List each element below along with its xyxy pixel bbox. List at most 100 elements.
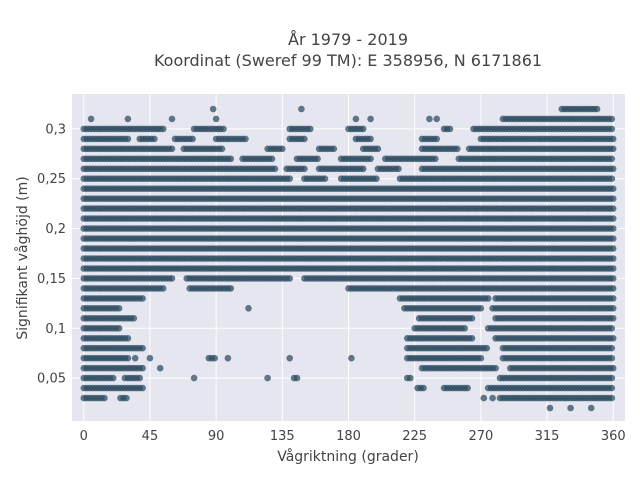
data-point: [242, 135, 249, 143]
data-point: [608, 115, 616, 123]
data-point: [407, 374, 414, 382]
data-point: [609, 245, 617, 252]
data-point: [608, 325, 616, 332]
data-point: [609, 165, 617, 173]
y-tick-label: 0,2: [45, 222, 66, 237]
data-point: [220, 125, 227, 133]
data-point: [168, 145, 176, 153]
x-tick-label: 360: [601, 429, 626, 444]
data-point: [224, 354, 232, 362]
data-point: [264, 374, 271, 382]
data-point: [367, 155, 374, 163]
data-point: [609, 285, 617, 292]
data-point: [477, 305, 485, 312]
data-point: [359, 125, 367, 133]
data-point: [609, 265, 617, 272]
data-point: [367, 135, 374, 143]
data-point: [268, 155, 276, 163]
data-point: [151, 135, 158, 143]
data-point: [136, 374, 143, 382]
data-point: [609, 135, 617, 143]
data-point: [484, 295, 492, 302]
data-point: [433, 135, 441, 143]
data-point: [608, 384, 616, 392]
data-point: [131, 354, 139, 362]
data-point: [279, 145, 286, 153]
data-point: [609, 364, 617, 372]
data-point: [146, 354, 154, 362]
data-point: [608, 394, 616, 402]
data-point: [468, 335, 476, 342]
data-point: [159, 125, 167, 133]
data-point: [464, 384, 471, 392]
data-point: [483, 344, 491, 352]
data-point: [420, 384, 427, 392]
y-tick-label: 0,1: [45, 322, 66, 337]
data-point: [101, 394, 108, 402]
data-point: [286, 354, 294, 362]
data-point: [212, 115, 220, 123]
data-point: [609, 275, 617, 282]
data-point: [314, 155, 321, 163]
data-point: [426, 115, 433, 123]
x-tick-label: 45: [142, 429, 159, 444]
data-point: [286, 175, 294, 182]
data-point: [124, 115, 132, 123]
data-point: [609, 185, 617, 192]
y-tick-label: 0,3: [45, 122, 66, 137]
data-point: [609, 205, 617, 212]
data-point: [609, 235, 617, 242]
data-point: [124, 354, 132, 362]
data-point: [130, 315, 138, 322]
data-point: [609, 255, 617, 262]
data-point: [587, 404, 595, 412]
data-point: [567, 404, 574, 412]
data-point: [446, 125, 454, 133]
data-point: [374, 145, 382, 153]
data-point: [168, 115, 176, 123]
data-point: [546, 404, 554, 412]
data-point: [608, 374, 616, 382]
data-point: [480, 394, 488, 402]
data-point: [139, 295, 146, 302]
y-tick-label: 0,05: [37, 372, 66, 387]
data-point: [468, 315, 476, 322]
data-point: [245, 305, 252, 312]
data-point: [211, 354, 218, 362]
data-point: [124, 335, 132, 342]
data-point: [432, 155, 439, 163]
data-point: [321, 175, 329, 182]
data-point: [227, 285, 235, 292]
data-point: [609, 225, 617, 232]
data-point: [373, 175, 380, 182]
data-point: [454, 145, 461, 153]
x-axis-label: Vågriktning (grader): [277, 448, 419, 465]
data-point: [609, 335, 617, 342]
data-point: [293, 374, 301, 382]
data-point: [123, 394, 130, 402]
data-point: [608, 155, 616, 163]
data-point: [609, 315, 617, 322]
data-point: [124, 135, 132, 143]
x-tick-label: 90: [208, 429, 225, 444]
data-point: [492, 364, 499, 372]
data-point: [609, 145, 617, 153]
data-point: [609, 195, 617, 202]
data-point: [608, 125, 616, 133]
data-point: [359, 165, 367, 173]
chart-title-line1: År 1979 - 2019: [288, 30, 408, 49]
data-point: [352, 115, 360, 123]
data-point: [189, 135, 196, 143]
chart-title-line2: Koordinat (Sweref 99 TM): E 358956, N 61…: [154, 51, 542, 70]
data-point: [330, 145, 338, 153]
data-point: [609, 215, 617, 222]
data-point: [461, 325, 469, 332]
data-point: [348, 354, 355, 362]
x-tick-labels: 0 45 90 135 180 225 270 315 360: [80, 429, 626, 444]
y-tick-label: 0,15: [37, 272, 66, 287]
data-point: [190, 374, 198, 382]
data-point: [139, 344, 146, 352]
data-point: [489, 394, 496, 402]
data-point: [209, 105, 217, 113]
